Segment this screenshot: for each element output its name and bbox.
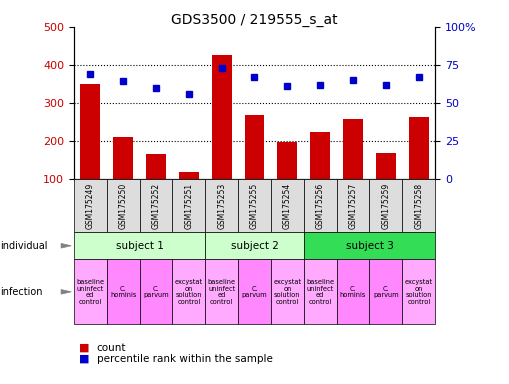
Text: C.
hominis: C. hominis [110, 286, 136, 298]
Text: subject 1: subject 1 [116, 241, 163, 251]
Text: GSM175250: GSM175250 [119, 182, 128, 228]
Text: GSM175252: GSM175252 [152, 182, 160, 228]
Text: C.
hominis: C. hominis [340, 286, 366, 298]
Text: GSM175258: GSM175258 [414, 182, 423, 228]
Text: GSM175249: GSM175249 [86, 182, 95, 228]
Text: excystat
on
solution
control: excystat on solution control [405, 279, 433, 305]
Text: GSM175257: GSM175257 [349, 182, 357, 228]
Text: ■: ■ [79, 343, 90, 353]
Bar [310, 132, 330, 179]
Text: GSM175254: GSM175254 [283, 182, 292, 228]
Text: C.
parvum: C. parvum [143, 286, 169, 298]
Text: excystat
on
solution
control: excystat on solution control [273, 279, 301, 305]
Text: excystat
on
solution
control: excystat on solution control [175, 279, 203, 305]
Bar [343, 119, 363, 179]
Text: subject 2: subject 2 [231, 241, 278, 251]
Bar [277, 142, 297, 179]
Text: GSM175259: GSM175259 [381, 182, 390, 228]
Bar [376, 153, 396, 179]
Text: infection: infection [1, 287, 43, 297]
Text: baseline
uninfect
ed
control: baseline uninfect ed control [76, 279, 104, 305]
Bar [146, 154, 166, 179]
Bar [212, 55, 232, 179]
Text: subject 3: subject 3 [346, 241, 393, 251]
Text: ■: ■ [79, 354, 90, 364]
Text: percentile rank within the sample: percentile rank within the sample [97, 354, 273, 364]
Text: GSM175255: GSM175255 [250, 182, 259, 228]
Text: C.
parvum: C. parvum [242, 286, 267, 298]
Bar [113, 137, 133, 179]
Text: individual: individual [1, 241, 48, 251]
Text: count: count [97, 343, 126, 353]
Text: GSM175253: GSM175253 [217, 182, 226, 228]
Text: baseline
uninfect
ed
control: baseline uninfect ed control [306, 279, 334, 305]
Bar [80, 84, 100, 179]
Text: GSM175256: GSM175256 [316, 182, 325, 228]
Text: baseline
uninfect
ed
control: baseline uninfect ed control [208, 279, 236, 305]
Bar [179, 172, 199, 179]
Bar [245, 115, 264, 179]
Text: GSM175251: GSM175251 [184, 182, 193, 228]
Text: GDS3500 / 219555_s_at: GDS3500 / 219555_s_at [171, 13, 338, 27]
Bar [409, 117, 429, 179]
Text: C.
parvum: C. parvum [373, 286, 399, 298]
